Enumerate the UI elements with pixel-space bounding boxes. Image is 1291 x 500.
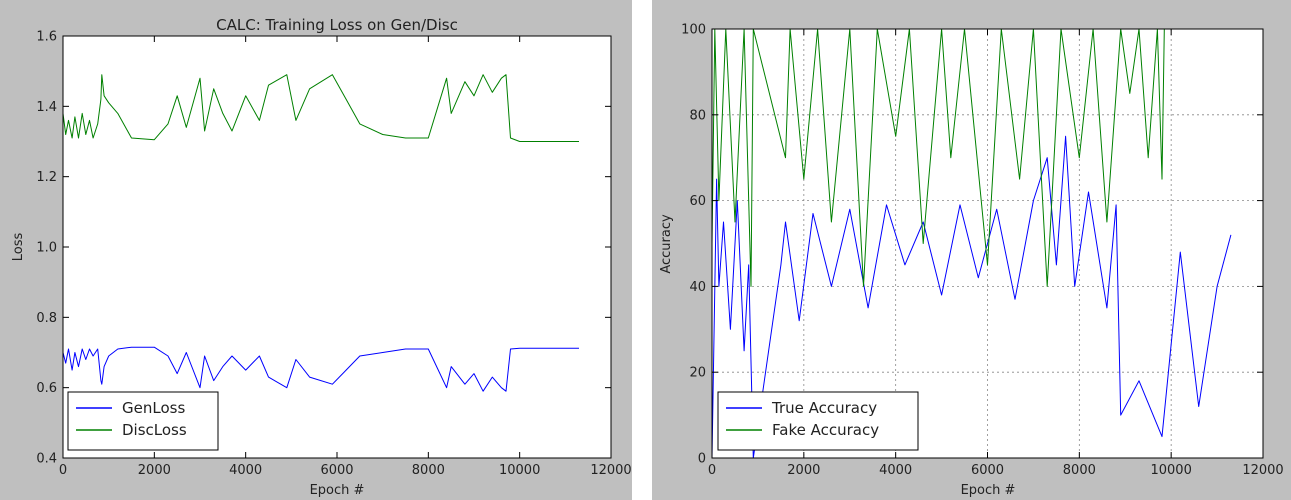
accuracy-x-tick-label: 2000: [787, 463, 820, 478]
loss-x-tick-label: 2000: [138, 463, 171, 478]
accuracy-y-tick-label: 40: [689, 280, 706, 295]
loss-y-tick-label: 1.2: [36, 170, 57, 185]
accuracy-x-axis-label: Epoch #: [961, 483, 1016, 498]
loss-x-axis-label: Epoch #: [310, 483, 365, 498]
accuracy-grid: [712, 29, 1263, 458]
accuracy-series-line-0: [711, 135, 1232, 459]
loss-legend-label: GenLoss: [122, 399, 185, 417]
accuracy-legend-label: True Accuracy: [771, 399, 877, 417]
loss-legend-box: [67, 391, 219, 451]
loss-y-tick-label: 0.4: [36, 452, 57, 467]
accuracy-x-tick-label: 0: [708, 463, 716, 478]
loss-ticks: 0 2000 4000 6000 8000 10000 12000 0.4 0.6 0.8 1.0 1…: [36, 30, 631, 479]
loss-y-tick-label: 1.4: [36, 100, 57, 115]
loss-y-tick-label: 0.8: [36, 311, 57, 326]
loss-legend-label: DiscLoss: [122, 421, 187, 439]
loss-y-tick-label: 1.6: [36, 30, 57, 45]
loss-y-tick-label: 0.6: [36, 381, 57, 396]
loss-chart-title: CALC: Training Loss on Gen/Disc: [216, 16, 458, 34]
loss-series-line-0: [62, 346, 579, 392]
loss-plot-area: [63, 36, 611, 458]
loss-x-tick-label: 12000: [590, 463, 631, 478]
accuracy-legend-label: Fake Accuracy: [772, 421, 879, 439]
accuracy-y-tick-label: 60: [689, 194, 706, 209]
accuracy-ticks: 0 2000 4000 6000 8000 10000 12000 0 20 40 60 80 100: [681, 23, 1284, 479]
accuracy-y-tick-label: 100: [681, 23, 706, 38]
accuracy-series-line-1: [711, 28, 1165, 287]
accuracy-y-tick-label: 80: [689, 108, 706, 123]
accuracy-x-tick-label: 4000: [879, 463, 912, 478]
accuracy-series-group: [711, 28, 1232, 459]
loss-legend: GenLoss DiscLoss: [67, 391, 219, 451]
loss-x-tick-label: 6000: [320, 463, 353, 478]
accuracy-chart-panel: 0 2000 4000 6000 8000 10000 12000020406080100 …: [652, 0, 1291, 500]
loss-x-tick-label: 10000: [499, 463, 540, 478]
loss-series-group: [62, 74, 579, 392]
accuracy-y-axis-label: Accuracy: [659, 214, 674, 274]
accuracy-y-tick-label: 20: [689, 366, 706, 381]
accuracy-x-tick-label: 10000: [1150, 463, 1191, 478]
accuracy-x-tick-label: 8000: [1063, 463, 1096, 478]
accuracy-x-tick-label: 6000: [971, 463, 1004, 478]
accuracy-x-tick-label: 12000: [1242, 463, 1283, 478]
loss-series-line-1: [62, 74, 579, 142]
loss-x-tick-label: 4000: [229, 463, 262, 478]
loss-x-tick-label: 8000: [412, 463, 445, 478]
loss-chart-panel: 0 2000 4000 6000 8000 10000 12000 0.4 0.6 0.8 1.0 1…: [0, 0, 632, 500]
loss-x-tick-label: 0: [59, 463, 67, 478]
accuracy-y-tick-label: 0: [698, 452, 706, 467]
loss-y-axis-label: Loss: [11, 233, 26, 262]
loss-y-tick-label: 1.0: [36, 241, 57, 256]
accuracy-legend-box: [717, 391, 919, 451]
accuracy-legend: True Accuracy Fake Accuracy: [717, 391, 919, 451]
